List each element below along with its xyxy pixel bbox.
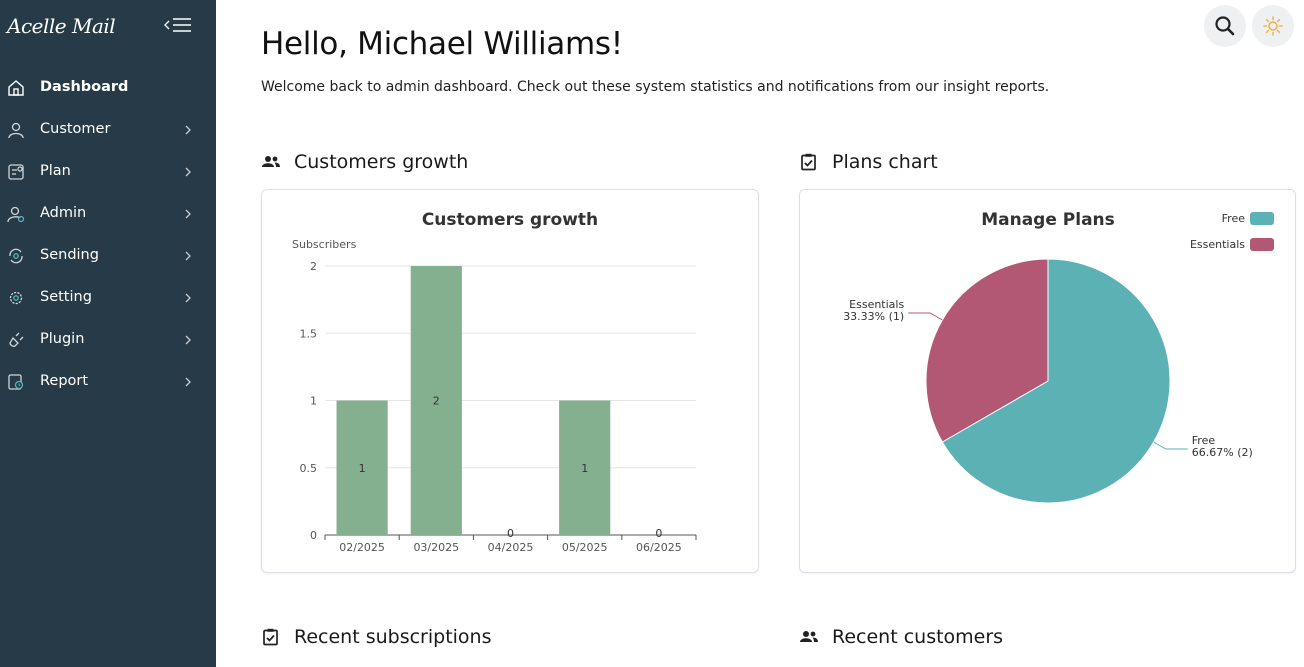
sidebar-item-sending[interactable]: Sending (0, 235, 216, 277)
search-icon (1215, 16, 1235, 36)
sidebar-item-admin[interactable]: Admin (0, 193, 216, 235)
clipboard-check-icon (263, 628, 278, 646)
y-tick-label: 0.5 (300, 462, 318, 475)
bar (410, 266, 462, 535)
brand-logo[interactable]: Acelle Mail (7, 14, 116, 38)
bar-data-label: 0 (655, 527, 662, 540)
customers-growth-chart: Customers growth Subscribers 0 0.5 1 1.5 2 1 02/… (292, 210, 697, 554)
pie-label-value: 66.67% (2) (1192, 446, 1253, 459)
plan-icon (8, 164, 24, 180)
bar (559, 400, 611, 535)
y-tick-label: 1.5 (300, 327, 318, 340)
sidebar: Acelle Mail Dashboard Customer (0, 0, 216, 667)
sidebar-item-setting[interactable]: Setting (0, 277, 216, 319)
sidebar-item-label: Report (40, 373, 89, 389)
sidebar-item-label: Plan (40, 163, 71, 179)
section-title: Plans chart (832, 151, 938, 173)
sidebar-item-label: Dashboard (40, 79, 129, 95)
x-tick-label: 03/2025 (413, 541, 459, 554)
legend-label: Essentials (1190, 238, 1245, 251)
legend-label: Free (1222, 212, 1246, 225)
pie-label-leader (1153, 441, 1188, 450)
section-customers-growth: Customers growth (261, 151, 468, 173)
legend-swatch (1250, 238, 1274, 251)
sidebar-nav: Dashboard Customer Plan (0, 67, 216, 403)
plug-icon (9, 332, 24, 347)
admin-icon (7, 206, 25, 223)
page-title: Hello, Michael Williams! (261, 26, 623, 62)
sidebar-item-label: Setting (40, 289, 92, 305)
pie-label-value: 33.33% (1) (843, 310, 904, 323)
chevron-right-icon (185, 209, 191, 219)
chevron-right-icon (185, 377, 191, 387)
sidebar-collapse-icon[interactable] (163, 15, 193, 37)
gear-icon (9, 291, 23, 305)
bar-data-label: 1 (581, 462, 588, 475)
chevron-right-icon (185, 125, 191, 135)
chart-title: Customers growth (422, 210, 598, 230)
pie-label-name: Free (1192, 434, 1216, 447)
plans-chart-card: Manage Plans Free 66.67% (2) Essentials 33.3… (799, 189, 1296, 573)
sidebar-item-plugin[interactable]: Plugin (0, 319, 216, 361)
sidebar-item-report[interactable]: Report (0, 361, 216, 403)
bar-data-label: 2 (433, 395, 440, 408)
welcome-text: Welcome back to admin dashboard. Check o… (261, 79, 1050, 95)
sending-icon (9, 248, 23, 264)
bar-data-label: 1 (359, 462, 366, 475)
section-title: Customers growth (294, 151, 469, 173)
section-plans-chart: Plans chart (799, 151, 938, 173)
y-tick-label: 1 (310, 395, 317, 408)
y-tick-label: 2 (310, 260, 317, 273)
pie-label-leader (908, 312, 943, 321)
y-tick-label: 0 (310, 529, 317, 542)
search-button[interactable] (1204, 5, 1246, 47)
users-icon (800, 631, 818, 642)
x-tick-label: 02/2025 (339, 541, 385, 554)
sun-icon (1263, 16, 1283, 36)
bar (336, 400, 388, 535)
chart-title: Manage Plans (981, 210, 1115, 230)
clipboard-check-icon (801, 153, 816, 171)
legend-swatch (1250, 212, 1274, 225)
chevron-right-icon (185, 335, 191, 345)
home-icon (8, 80, 24, 96)
x-tick-label: 04/2025 (488, 541, 534, 554)
section-title: Recent subscriptions (294, 626, 492, 648)
section-recent-subscriptions: Recent subscriptions (261, 626, 492, 648)
user-icon (8, 122, 24, 139)
sidebar-item-customer[interactable]: Customer (0, 109, 216, 151)
sidebar-item-label: Customer (40, 121, 111, 137)
section-recent-customers: Recent customers (799, 626, 1003, 648)
users-icon (262, 156, 280, 167)
bar-data-label: 0 (507, 527, 514, 540)
x-tick-label: 06/2025 (636, 541, 682, 554)
chevron-right-icon (185, 251, 191, 261)
theme-toggle-button[interactable] (1252, 5, 1294, 47)
pie-slice (925, 258, 1049, 443)
section-title: Recent customers (832, 626, 1004, 648)
x-tick-label: 05/2025 (562, 541, 608, 554)
y-axis-label: Subscribers (292, 238, 357, 251)
customers-growth-card: Customers growth Subscribers 0 0.5 1 1.5 2 1 02/… (261, 189, 759, 573)
sidebar-item-plan[interactable]: Plan (0, 151, 216, 193)
sidebar-item-dashboard[interactable]: Dashboard (0, 67, 216, 109)
sidebar-item-label: Sending (40, 247, 99, 263)
pie-label-name: Essentials (849, 298, 904, 311)
sidebar-item-label: Plugin (40, 331, 85, 347)
chevron-right-icon (185, 167, 191, 177)
sidebar-item-label: Admin (40, 205, 87, 221)
chevron-right-icon (185, 293, 191, 303)
report-icon (8, 374, 24, 390)
